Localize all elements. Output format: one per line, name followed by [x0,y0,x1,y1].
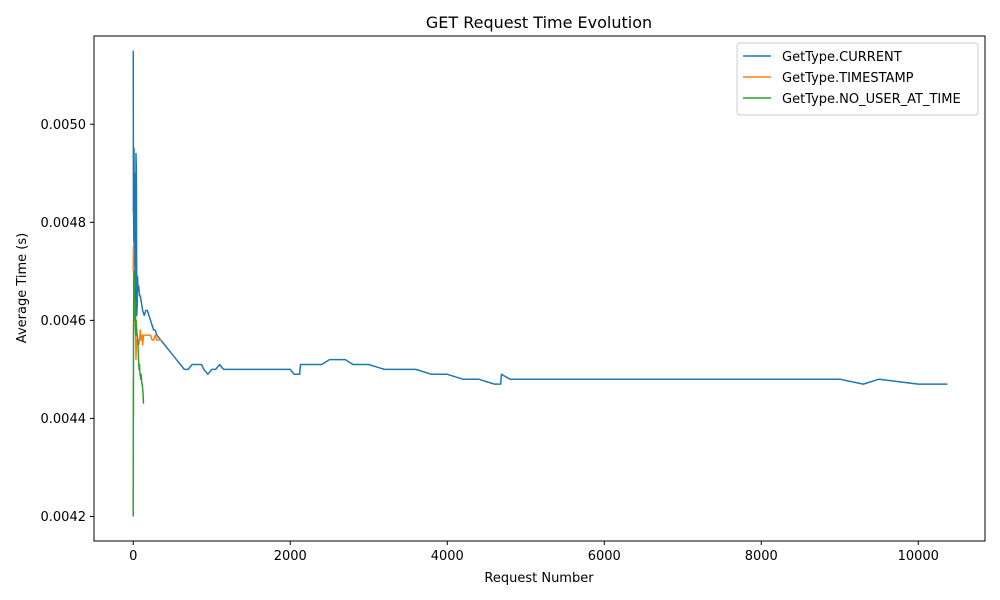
x-tick-label: 0 [129,549,137,564]
legend-label-2: GetType.NO_USER_AT_TIME [782,92,961,107]
series-line-0 [132,50,948,385]
x-tick-label: 2000 [274,549,307,564]
legend-label-1: GetType.TIMESTAMP [782,71,914,86]
y-tick-label: 0.0048 [41,216,87,231]
y-tick-label: 0.0042 [41,510,87,525]
x-tick-label: 4000 [431,549,464,564]
x-tick-label: 10000 [898,549,939,564]
x-tick-label: 8000 [745,549,778,564]
x-tick-label: 6000 [588,549,621,564]
plot-frame [93,35,986,542]
y-tick-label: 0.0046 [41,314,87,329]
series-line-2 [132,270,145,517]
legend: GetType.CURRENT GetType.TIMESTAMP GetType.… [736,42,979,116]
y-axis-ticks: 0.0042 0.0044 0.0046 0.0048 0.0050 [41,118,94,525]
y-tick-label: 0.0050 [41,118,87,133]
y-tick-label: 0.0044 [41,412,87,427]
x-axis-label: Request Number [484,571,594,586]
legend-label-0: GetType.CURRENT [782,50,902,65]
x-axis-ticks: 0 2000 4000 6000 8000 10000 [129,541,939,564]
y-axis-label: Average Time (s) [15,233,30,343]
plot-area [132,50,948,517]
legend-box [736,42,979,116]
chart-title: GET Request Time Evolution [426,13,652,32]
